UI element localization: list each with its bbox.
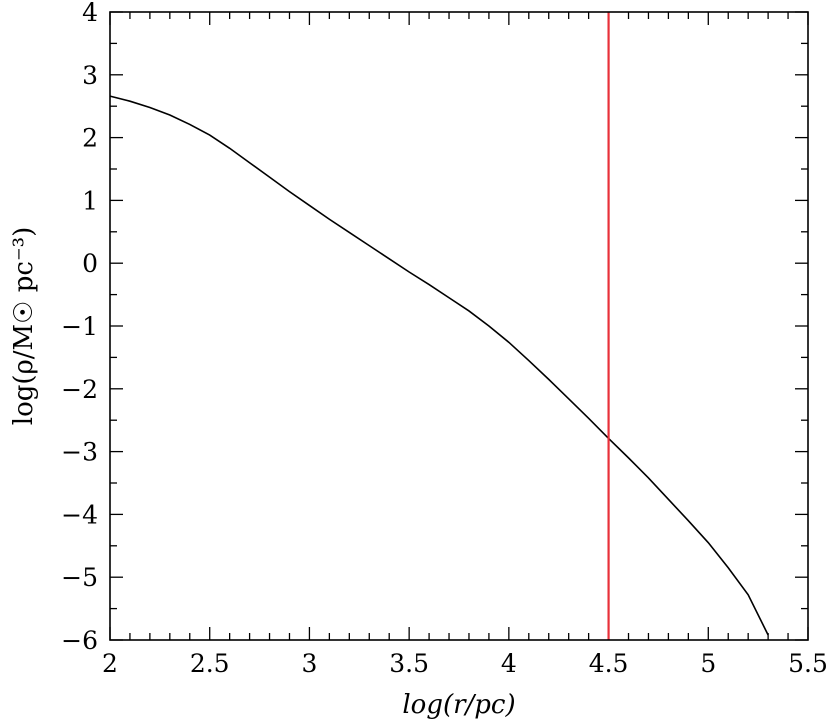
y-tick-label: −5 [61,563,98,592]
y-tick-label: 2 [82,124,98,153]
x-tick-label: 3 [301,649,317,678]
x-tick-label: 4.5 [589,649,629,678]
y-tick-label: −3 [61,438,98,467]
x-tick-label: 5.5 [788,649,828,678]
y-tick-label: −2 [61,375,98,404]
plot-frame [109,11,809,641]
y-tick-label: −6 [61,626,98,655]
y-tick-label: 3 [82,61,98,90]
y-tick-label: −1 [61,312,98,341]
x-tick-label: 4 [501,649,517,678]
y-tick-label: 0 [82,249,98,278]
series-layer [109,95,769,636]
x-tick-label: 2.5 [190,649,230,678]
density-profile-line [109,95,769,636]
x-tick-label: 2 [102,649,118,678]
x-tick-label: 3.5 [389,649,429,678]
y-tick-labels: 4 3 2 1 0 −1 −2 −3 −4 −5 −6 [61,0,98,655]
x-axis-label: log(r/pc) [402,690,515,720]
tick-marks [109,11,809,641]
y-axis-label: log(ρ/M☉ pc⁻³) [9,227,39,426]
x-tick-labels: 2 2.5 3 3.5 4 4.5 5 5.5 [102,649,828,678]
x-tick-label: 5 [700,649,716,678]
y-tick-label: 4 [82,0,98,27]
y-tick-label: −4 [61,500,98,529]
y-tick-label: 1 [82,186,98,215]
